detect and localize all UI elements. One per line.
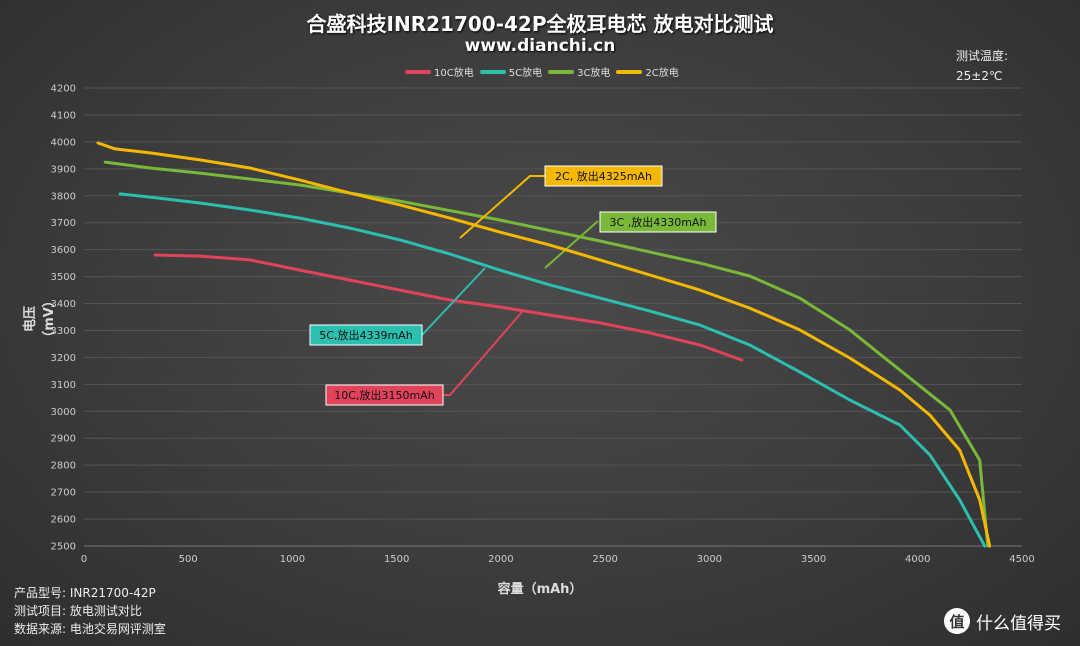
legend-label: 5C放电 — [508, 68, 543, 79]
legend-swatch — [405, 69, 431, 74]
y-tick-label: 2900 — [51, 434, 76, 445]
x-axis-label: 容量（mAh） — [497, 582, 583, 597]
y-tick-label: 2600 — [51, 515, 76, 526]
legend-label: 3C放电 — [577, 68, 611, 79]
series-line-3C放电 — [103, 160, 990, 548]
data-label: 10C,放出3150mAh — [334, 388, 434, 402]
legend: 10C放电 5C放电 3C放电 2C放电 — [405, 64, 679, 79]
watermark-logo-icon: 值 — [944, 608, 970, 634]
info-test-item: 测试项目: 放电测试对比 — [14, 604, 142, 618]
temperature-label: 测试温度: — [956, 49, 1009, 63]
chart-title: 合盛科技INR21700-42P全极耳电芯 放电对比测试 — [306, 12, 774, 36]
y-tick-label: 3500 — [51, 272, 76, 283]
legend-swatch — [616, 69, 643, 74]
watermark: 值 什么值得买 — [944, 608, 1061, 634]
data-label: 3C ,放出4330mAh — [610, 215, 707, 229]
data-label-box — [325, 384, 444, 406]
data-label: 2C, 放出4325mAh — [555, 169, 652, 183]
y-tick-label: 4100 — [51, 110, 76, 121]
y-tick-label: 2800 — [51, 461, 76, 472]
legend-item: 3C放电 — [548, 64, 610, 79]
x-tick-label: 1000 — [280, 554, 305, 565]
legend-label: 2C放电 — [645, 68, 679, 79]
y-tick-label: 2700 — [51, 488, 76, 499]
y-tick-label: 3100 — [51, 380, 76, 391]
data-label-box — [544, 165, 663, 187]
series-line-5C放电 — [118, 192, 987, 548]
y-tick-label: 3400 — [51, 299, 76, 310]
watermark-text: 什么值得买 — [976, 613, 1061, 634]
label-leader-line — [443, 311, 523, 396]
x-tick-label: 3500 — [801, 554, 826, 565]
series-line-10C放电 — [153, 253, 744, 362]
x-tick-label: 3000 — [697, 554, 722, 565]
x-tick-label: 2500 — [592, 554, 617, 565]
temperature-note: 测试温度: 25±2℃ — [956, 46, 1008, 86]
data-label-box — [309, 324, 423, 346]
x-tick-label: 4000 — [905, 554, 930, 565]
x-tick-label: 4500 — [1009, 554, 1034, 565]
x-tick-label: 500 — [179, 554, 198, 565]
legend-item: 2C放电 — [616, 64, 679, 79]
x-tick-label: 0 — [81, 554, 87, 565]
info-model: 产品型号: INR21700-42P — [14, 586, 156, 600]
y-tick-label: 3600 — [51, 245, 76, 256]
y-tick-label: 4200 — [51, 84, 76, 95]
x-tick-label: 2000 — [488, 554, 513, 565]
legend-item: 5C放电 — [479, 64, 543, 79]
chart-subtitle: www.dianchi.cn — [464, 36, 616, 56]
info-source: 数据来源: 电池交易网评测室 — [14, 622, 166, 636]
info-block: 产品型号: INR21700-42P 测试项目: 放电测试对比 数据来源: 电池… — [14, 584, 166, 638]
y-axis-label: 电压（mV） — [23, 294, 57, 344]
y-tick-label: 3900 — [51, 164, 76, 175]
legend-swatch — [548, 69, 575, 74]
y-tick-label: 3700 — [51, 218, 76, 229]
series-line-2C放电 — [96, 141, 992, 548]
temperature-value: 25±2℃ — [956, 69, 1003, 83]
label-leader-line — [544, 220, 599, 269]
x-tick-label: 1500 — [384, 554, 409, 565]
label-leader-line — [421, 267, 486, 336]
data-label: 5C,放出4339mAh — [319, 328, 412, 342]
label-leader-line — [459, 175, 545, 239]
y-tick-label: 3000 — [51, 407, 76, 418]
legend-swatch — [479, 69, 506, 74]
data-label-box — [599, 211, 717, 233]
y-tick-label: 4000 — [51, 137, 76, 148]
legend-item: 10C放电 — [405, 64, 474, 79]
y-tick-label: 2500 — [51, 542, 76, 553]
legend-label: 10C放电 — [434, 68, 474, 79]
y-tick-label: 3200 — [51, 353, 76, 364]
y-tick-label: 3300 — [51, 326, 76, 337]
y-tick-label: 3800 — [51, 191, 76, 202]
